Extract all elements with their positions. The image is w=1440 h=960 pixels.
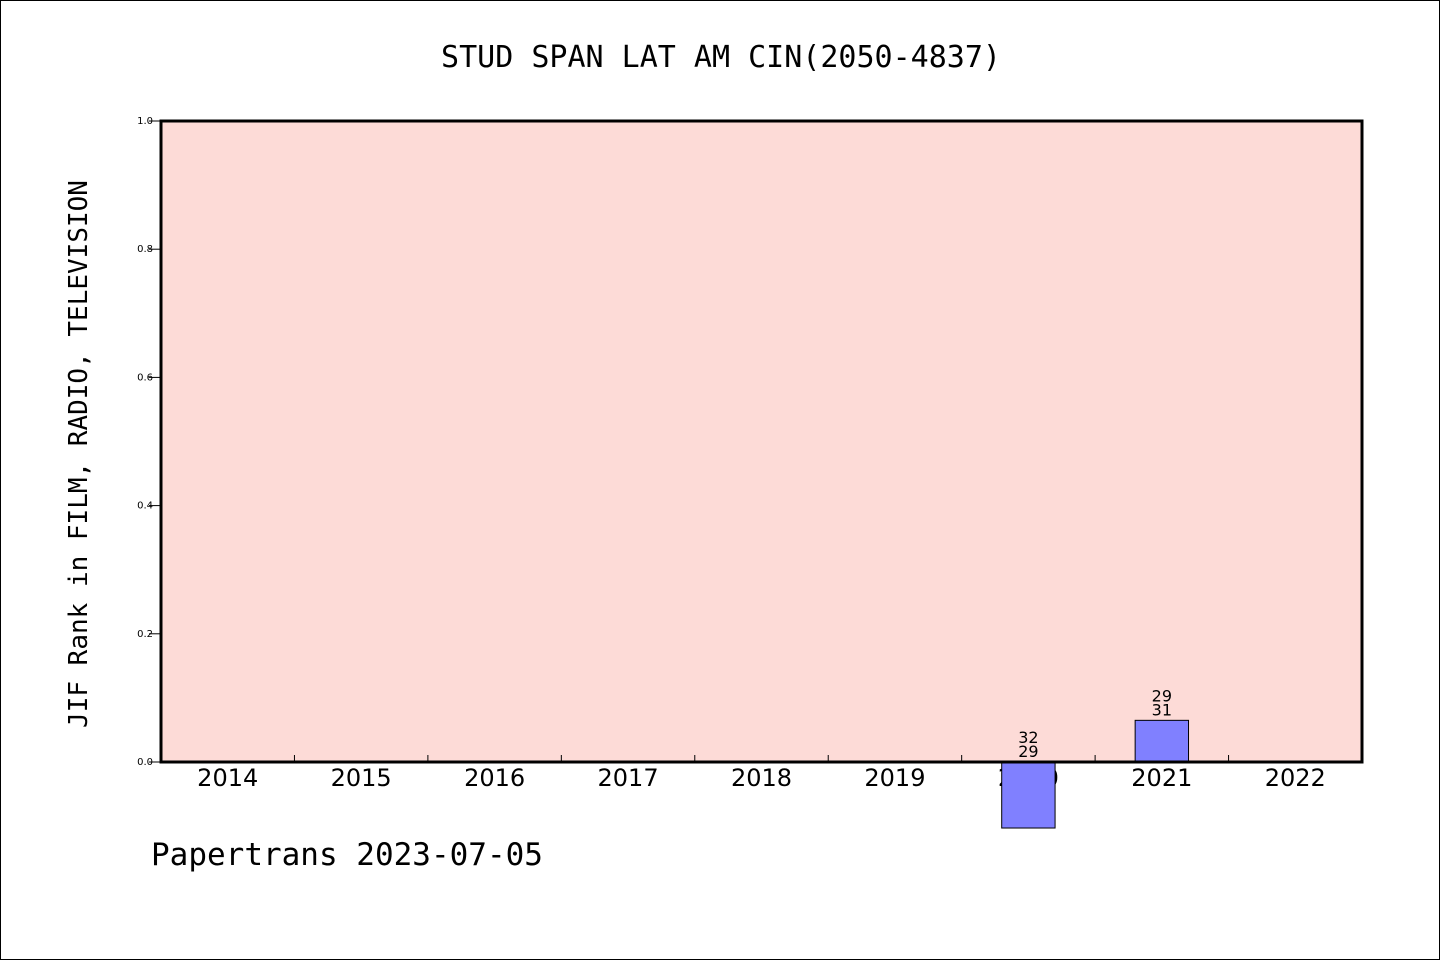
y-tick-label: 0.0 (137, 757, 153, 768)
bar-label-upper: 29 (1152, 686, 1172, 705)
bar-label-lower: 29 (1018, 742, 1038, 761)
x-tick-label: 2022 (1265, 764, 1326, 792)
y-axis-label: JIF Rank in FILM, RADIO, TELEVISION (64, 180, 94, 728)
chart-title: STUD SPAN LAT AM CIN(2050-4837) (441, 40, 1001, 75)
x-tick-label: 2015 (331, 764, 392, 792)
x-axis-ticks: 201420152016201720182019202020212022 (197, 755, 1326, 792)
x-tick-label: 2016 (464, 764, 525, 792)
y-axis-ticks: 0.0 0.2 0.4 0.6 0.8 1.0 (137, 116, 161, 768)
y-tick-label: 0.6 (137, 372, 153, 383)
bar-label-lower: 31 (1152, 700, 1172, 719)
y-tick-label: 0.4 (137, 501, 153, 512)
plot-area (161, 121, 1362, 762)
x-tick-label: 2018 (731, 764, 792, 792)
x-tick-label: 2021 (1131, 764, 1192, 792)
x-tick-label: 2017 (598, 764, 659, 792)
y-tick-label: 0.2 (137, 629, 153, 640)
footer-stamp: Papertrans 2023-07-05 (151, 837, 543, 873)
bar-2020 (1001, 761, 1056, 829)
y-tick-label: 1.0 (137, 116, 153, 127)
x-tick-label: 2019 (864, 764, 925, 792)
y-tick-label: 0.8 (137, 244, 153, 255)
x-tick-label: 2014 (197, 764, 258, 792)
bar-label-upper: 32 (1018, 728, 1038, 747)
plot-frame (159, 119, 1364, 764)
bar-2021 (1134, 719, 1190, 763)
